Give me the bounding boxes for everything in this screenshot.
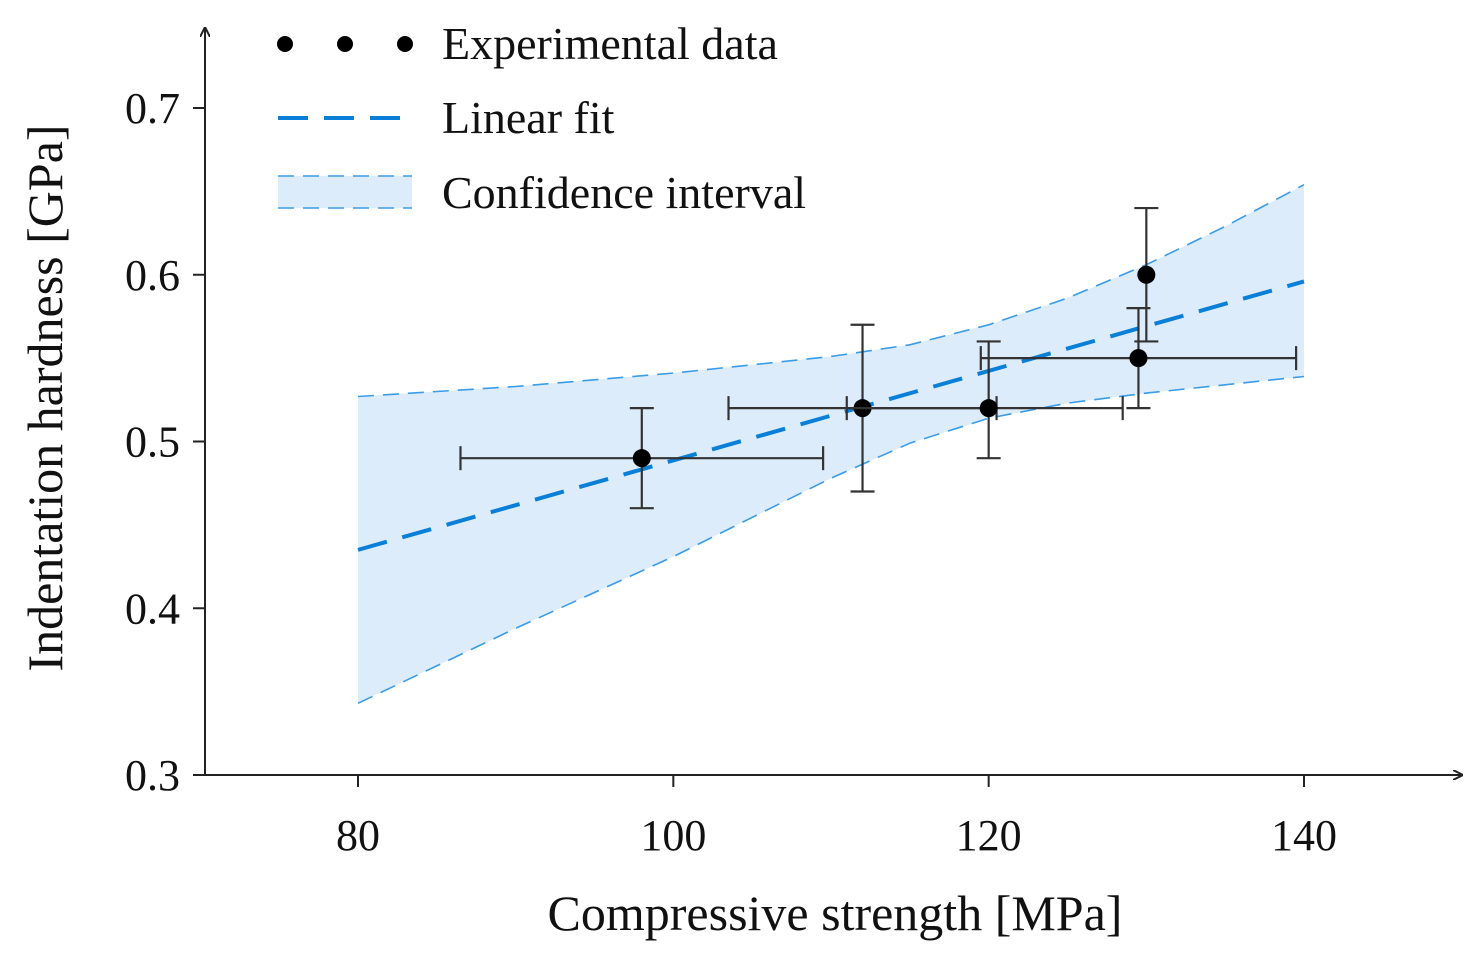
y-tick-label: 0.7: [125, 84, 180, 133]
legend-item-linear-fit: Linear fit: [278, 92, 615, 143]
experimental-points: [459, 206, 1298, 510]
legend-item-confidence-interval: Confidence interval: [278, 167, 806, 218]
x-tick-label: 80: [336, 811, 380, 860]
data-point: [632, 449, 651, 468]
x-tick-label: 140: [1271, 811, 1337, 860]
data-point-group: [1134, 206, 1159, 343]
y-axis-title: Indentation hardness [GPa]: [17, 124, 73, 671]
legend-marker-dot: [397, 36, 413, 52]
data-point-group: [459, 407, 825, 510]
legend-band-sample: [278, 176, 412, 208]
data-point-group: [845, 340, 1124, 460]
plot-area: [357, 183, 1305, 705]
x-axis-title: Compressive strength [MPa]: [548, 885, 1123, 941]
data-point: [979, 399, 998, 418]
confidence-band-upper-edge: [357, 183, 1305, 398]
legend-label-experimental-data: Experimental data: [442, 18, 778, 69]
legend: Experimental data Linear fit Confidence …: [277, 18, 806, 218]
axes: 80 100 120 140 0.3 0.4 0.5 0.6 0.7: [125, 28, 1462, 860]
y-axis-ticks: 0.3 0.4 0.5 0.6 0.7: [125, 84, 205, 800]
legend-marker-dot: [337, 36, 353, 52]
legend-marker-dot: [277, 36, 293, 52]
data-point: [1137, 265, 1156, 284]
x-tick-label: 120: [956, 811, 1022, 860]
y-tick-label: 0.3: [125, 751, 180, 800]
x-tick-label: 100: [640, 811, 706, 860]
confidence-band: [358, 184, 1304, 704]
legend-item-experimental-data: Experimental data: [277, 18, 778, 69]
y-tick-label: 0.5: [125, 418, 180, 467]
x-axis-ticks: 80 100 120 140: [336, 775, 1337, 860]
linear-fit-line: [357, 279, 1305, 552]
y-tick-label: 0.4: [125, 584, 180, 633]
data-point: [1129, 349, 1148, 368]
y-tick-label: 0.6: [125, 251, 180, 300]
legend-label-linear-fit: Linear fit: [442, 92, 615, 143]
confidence-band-lower-edge: [357, 375, 1305, 705]
legend-label-confidence-interval: Confidence interval: [442, 167, 806, 218]
